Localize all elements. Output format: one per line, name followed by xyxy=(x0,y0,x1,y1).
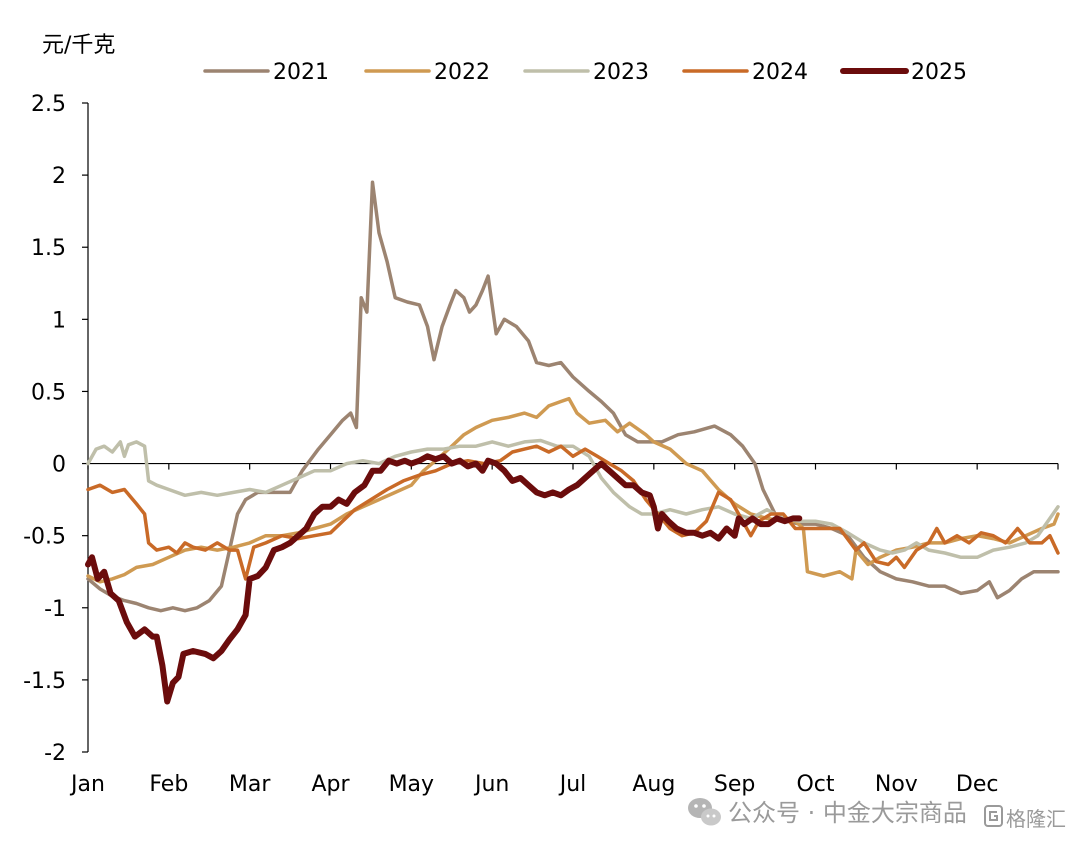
axes xyxy=(87,103,1058,752)
y-tick-label: -1.5 xyxy=(23,669,66,694)
series-line-2025 xyxy=(85,453,803,705)
legend-label-2023: 2023 xyxy=(593,60,649,85)
watermark: 公众号 · 中金大宗商品 格隆汇 xyxy=(688,798,1066,831)
watermark-badge-text: 格隆汇 xyxy=(1006,807,1066,831)
y-tick-label: 1.5 xyxy=(31,236,66,261)
y-tick-label: -0.5 xyxy=(23,525,66,550)
y-tick-label: 2 xyxy=(52,164,66,189)
y-axis-unit-label: 元/千克 xyxy=(42,33,115,58)
x-tick-label: Jun xyxy=(473,772,509,797)
x-tick-label: Feb xyxy=(149,772,188,797)
x-tick-label: Aug xyxy=(632,772,675,797)
series-line-2023 xyxy=(86,438,1060,560)
y-tick-label: 0.5 xyxy=(31,380,66,405)
y-tick-label: 0 xyxy=(52,453,66,478)
x-tick-label: Oct xyxy=(796,772,834,797)
legend-label-2024: 2024 xyxy=(752,60,808,85)
x-axis-ticks: Jan Feb Mar Apr May Jun Jul Aug Sep Oct Nov Dec xyxy=(69,463,1059,797)
wechat-icon xyxy=(688,798,721,826)
watermark-text: 公众号 · 中金大宗商品 xyxy=(728,799,967,827)
x-tick-label: Mar xyxy=(229,772,271,797)
x-tick-label: Dec xyxy=(956,772,999,797)
watermark-badge: 格隆汇 xyxy=(984,805,1066,831)
x-tick-label: Apr xyxy=(311,772,350,797)
series-lines xyxy=(85,180,1060,705)
y-tick-label: -2 xyxy=(44,741,66,766)
x-tick-label: May xyxy=(389,772,434,797)
x-tick-label: Jul xyxy=(558,772,587,797)
series-line-2024 xyxy=(86,444,1060,581)
legend-label-2025: 2025 xyxy=(911,60,967,85)
legend: 2021 2022 2023 2024 2025 xyxy=(203,60,967,85)
legend-label-2021: 2021 xyxy=(273,60,329,85)
y-tick-label: 1 xyxy=(52,308,66,333)
y-axis-ticks: 2.5 2 1.5 1 0.5 0 -0.5 -1 -1.5 -2 xyxy=(23,92,88,766)
x-tick-label: Nov xyxy=(875,772,918,797)
y-tick-label: 2.5 xyxy=(31,92,66,117)
x-tick-label: Jan xyxy=(69,772,105,797)
legend-label-2022: 2022 xyxy=(434,60,490,85)
x-tick-label: Sep xyxy=(714,772,755,797)
y-tick-label: -1 xyxy=(44,597,66,622)
